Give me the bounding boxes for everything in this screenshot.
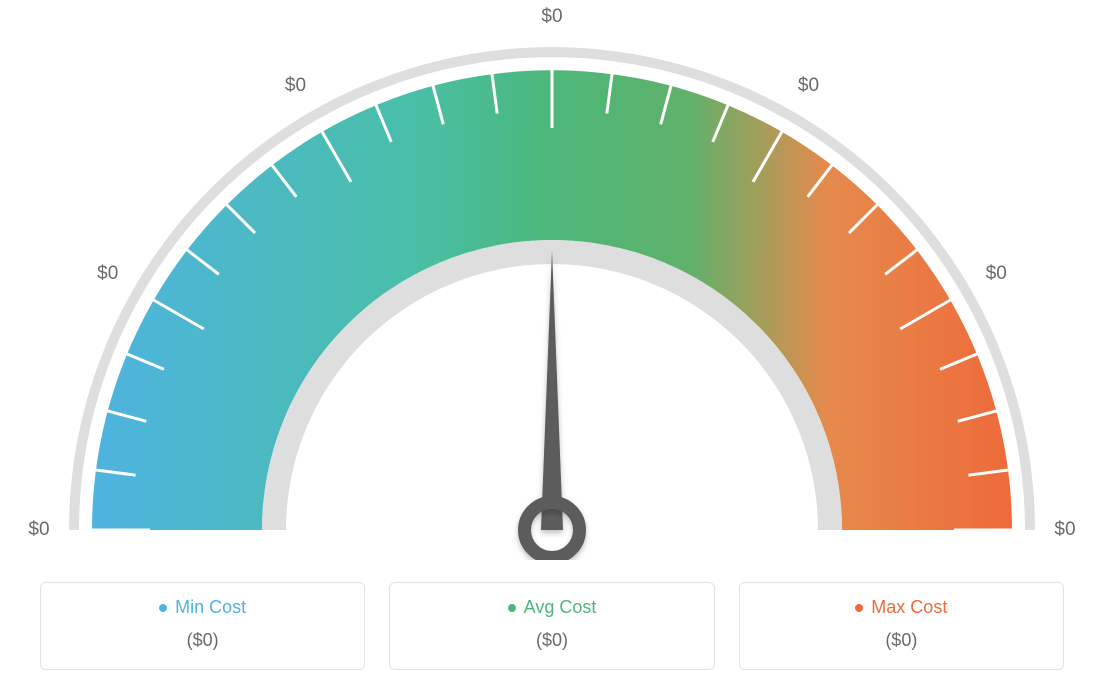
gauge-tick-label: $0: [798, 75, 819, 97]
gauge-tick-label: $0: [97, 263, 118, 285]
avg-value: ($0): [400, 630, 703, 651]
avg-dot: [508, 604, 516, 612]
legend-row: Min Cost ($0) Avg Cost ($0) Max Cost ($0…: [40, 582, 1064, 670]
legend-card-min: Min Cost ($0): [40, 582, 365, 670]
gauge-tick-label: $0: [986, 263, 1007, 285]
gauge-tick-label: $0: [28, 519, 49, 541]
min-dot: [159, 604, 167, 612]
gauge-tick-label: $0: [541, 6, 562, 28]
gauge-tick-label: $0: [285, 75, 306, 97]
cost-gauge: $0 $0 $0 $0 $0 $0 $0: [0, 0, 1104, 560]
min-label: Min Cost: [175, 597, 246, 618]
max-label: Max Cost: [871, 597, 947, 618]
min-value: ($0): [51, 630, 354, 651]
max-dot: [855, 604, 863, 612]
gauge-tick-label: $0: [1054, 519, 1075, 541]
max-value: ($0): [750, 630, 1053, 651]
avg-label: Avg Cost: [524, 597, 597, 618]
legend-card-avg: Avg Cost ($0): [389, 582, 714, 670]
legend-card-max: Max Cost ($0): [739, 582, 1064, 670]
